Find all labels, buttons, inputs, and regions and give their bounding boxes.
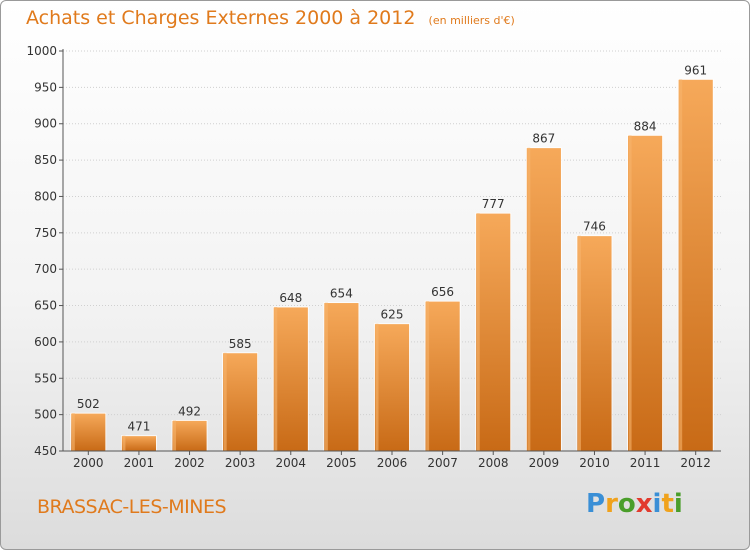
data-label: 654	[330, 287, 353, 301]
bar	[272, 306, 309, 452]
y-tick-label: 900	[34, 117, 57, 131]
bar	[525, 147, 562, 452]
x-tick-label: 2005	[326, 456, 357, 470]
axes: 450 500 550 600 650 700 750 800 850 900 950 1000 200…	[26, 44, 721, 470]
logo-letter: x	[635, 489, 653, 519]
bar	[222, 352, 259, 452]
logo-letter: o	[617, 489, 636, 519]
x-tick-label: 2011	[630, 456, 661, 470]
y-tick-label: 500	[34, 408, 57, 422]
y-tick-label: 950	[34, 80, 57, 94]
data-label: 625	[381, 308, 404, 322]
logo-letter: P	[586, 489, 606, 519]
bar-highlight	[274, 307, 278, 451]
y-tick-label: 550	[34, 371, 57, 385]
y-tick-label: 750	[34, 226, 57, 240]
x-tick-label: 2002	[174, 456, 205, 470]
x-tick-label: 2003	[225, 456, 256, 470]
bar	[475, 212, 512, 452]
data-label: 777	[482, 197, 505, 211]
bar-highlight	[375, 323, 379, 451]
data-label: 471	[127, 420, 150, 434]
bar	[677, 78, 714, 452]
x-tick-label: 2004	[275, 456, 306, 470]
data-label: 961	[684, 63, 707, 77]
bars	[70, 78, 714, 452]
x-tick-label: 2006	[377, 456, 408, 470]
data-label: 585	[229, 337, 252, 351]
y-tick-label: 800	[34, 189, 57, 203]
y-tick-label: 650	[34, 299, 57, 313]
bar-highlight	[476, 213, 480, 451]
data-label: 884	[634, 119, 657, 133]
data-label: 867	[532, 132, 555, 146]
data-label: 648	[279, 291, 302, 305]
chart-title-block: Achats et Charges Externes 2000 à 2012 (…	[26, 7, 515, 29]
bar	[171, 420, 208, 452]
chart-unit: (en milliers d'€)	[428, 14, 515, 27]
x-tick-label: 2009	[529, 456, 560, 470]
x-tick-label: 2010	[579, 456, 610, 470]
logo-letter: r	[605, 489, 618, 519]
place-name: BRASSAC-LES-MINES	[37, 496, 227, 518]
proxiti-logo[interactable]: Proxiti	[586, 489, 683, 519]
bar	[70, 412, 107, 452]
bar	[424, 300, 461, 452]
y-tick-label: 700	[34, 262, 57, 276]
bar	[627, 134, 663, 452]
x-tick-label: 2007	[427, 456, 458, 470]
x-tick-label: 2008	[478, 456, 509, 470]
data-label: 656	[431, 285, 454, 299]
data-label: 746	[583, 220, 606, 234]
bar-highlight	[122, 435, 126, 451]
bar-highlight	[527, 147, 531, 451]
bar	[323, 302, 360, 452]
bar-highlight	[71, 413, 75, 451]
bar	[374, 323, 410, 452]
y-tick-label: 450	[34, 444, 57, 458]
y-tick-label: 1000	[26, 44, 57, 58]
data-label: 492	[178, 404, 201, 418]
logo-letter: i	[673, 489, 683, 519]
bar-highlight	[577, 235, 581, 451]
bar-highlight	[628, 135, 632, 451]
logo-letter: t	[661, 489, 674, 519]
chart-title: Achats et Charges Externes 2000 à 2012	[26, 7, 416, 29]
bar	[576, 235, 613, 452]
x-tick-label: 2000	[73, 456, 104, 470]
logo-letter: i	[652, 489, 662, 519]
data-label: 502	[77, 397, 100, 411]
x-tick-label: 2012	[680, 456, 711, 470]
y-tick-label: 850	[34, 153, 57, 167]
bar-highlight	[679, 79, 683, 451]
bar-highlight	[426, 301, 430, 451]
bar-highlight	[173, 420, 177, 451]
data-labels: 502 471 492 585 648 654 625 656 777 867 746 884 961	[77, 63, 707, 433]
x-tick-label: 2001	[124, 456, 155, 470]
y-tick-label: 600	[34, 335, 57, 349]
bar-highlight	[324, 302, 328, 451]
bar	[121, 435, 157, 452]
bar-highlight	[223, 352, 227, 451]
